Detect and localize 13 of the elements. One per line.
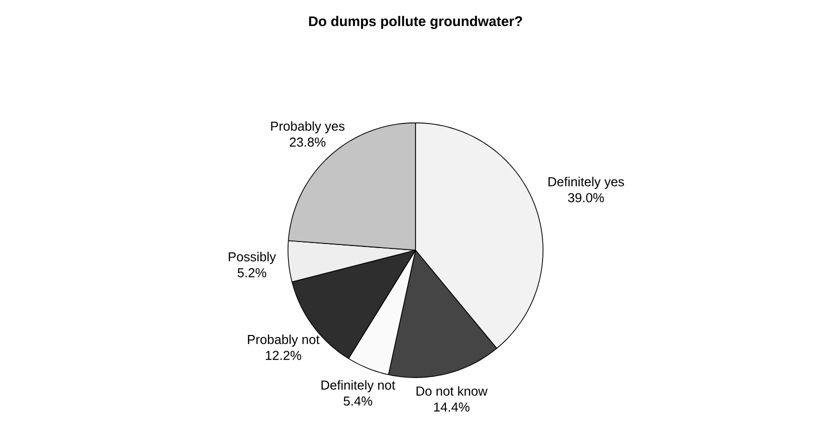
- data-label: 5.4%: [344, 396, 372, 406]
- data-label: 14.4%: [434, 402, 470, 412]
- slice-label: Probably not: [248, 334, 320, 347]
- slice-label: Possibly: [228, 252, 276, 264]
- data-label: 39.0%: [568, 193, 604, 202]
- chart-title: Do dumps pollute groundwater?: [309, 16, 522, 29]
- slice-label: Definitely yes: [548, 176, 624, 189]
- slice-label: Probably yes: [271, 121, 344, 134]
- slice-label: Do not know: [416, 386, 488, 396]
- data-label: 12.2%: [266, 350, 302, 360]
- data-label: 5.2%: [238, 268, 266, 278]
- data-label: 23.8%: [290, 138, 326, 147]
- slice-label: Definitely not: [322, 380, 396, 392]
